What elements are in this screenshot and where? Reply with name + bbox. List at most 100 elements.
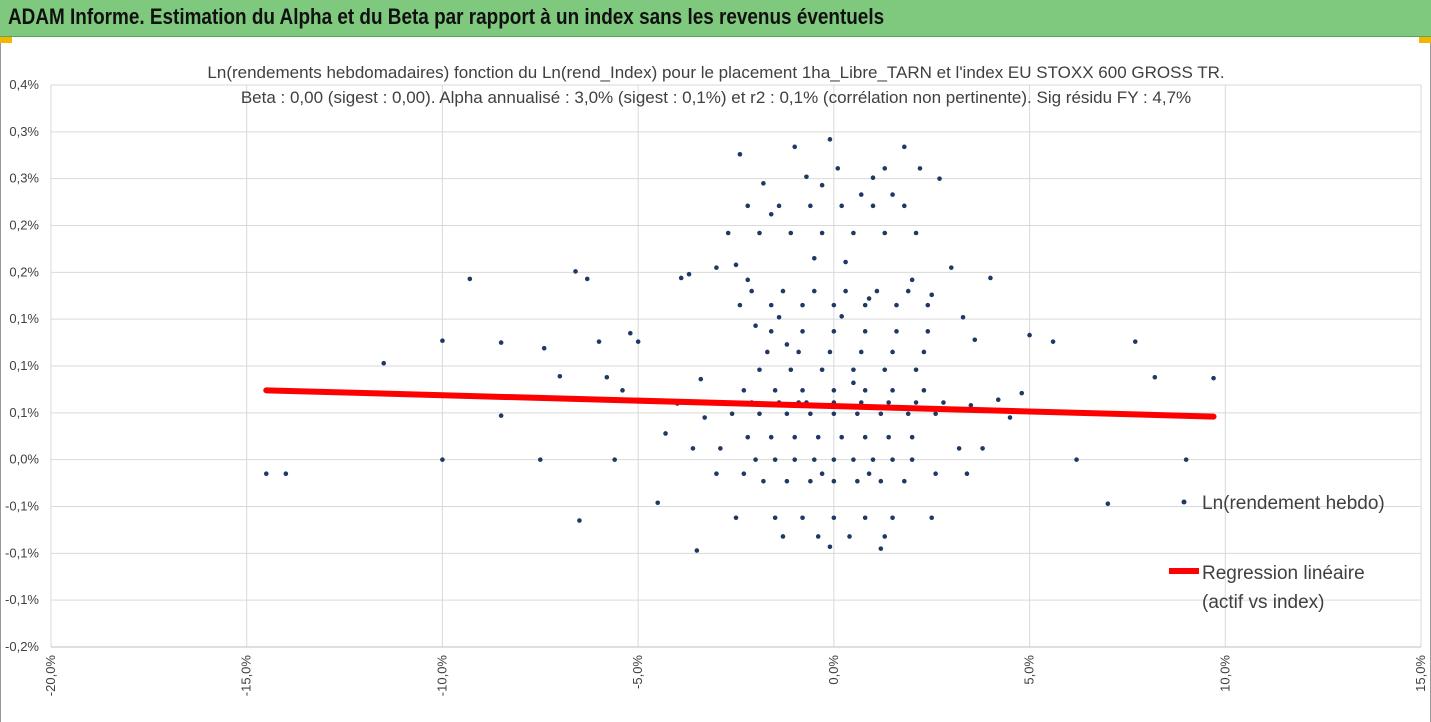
data-point — [741, 471, 747, 477]
data-point — [577, 518, 582, 523]
y-tick-label: 0,2% — [9, 218, 39, 233]
data-point — [851, 457, 856, 462]
data-point — [933, 471, 938, 477]
data-point — [902, 144, 907, 150]
data-point — [968, 403, 974, 408]
data-point — [882, 367, 888, 373]
data-point — [811, 457, 817, 462]
data-point — [815, 534, 821, 539]
data-point — [811, 288, 817, 294]
data-point — [843, 288, 848, 294]
data-point — [733, 515, 739, 521]
data-point — [800, 515, 805, 521]
data-point — [1132, 339, 1138, 344]
data-point — [1074, 457, 1079, 462]
data-point — [498, 413, 504, 418]
y-tick-label: 0,3% — [9, 124, 39, 139]
data-point — [768, 329, 774, 334]
data-point — [800, 388, 805, 393]
x-tick-label: 10,0% — [1217, 655, 1232, 692]
data-point — [851, 367, 856, 373]
data-point — [980, 446, 985, 451]
data-point — [827, 349, 833, 355]
data-point — [604, 374, 610, 380]
data-point — [772, 388, 778, 393]
data-point — [866, 296, 872, 301]
data-point — [757, 411, 762, 417]
data-point — [628, 330, 633, 336]
data-point — [792, 457, 798, 462]
data-point — [937, 176, 942, 181]
data-point — [890, 515, 895, 521]
data-point — [1152, 374, 1158, 380]
axis-layer: -0,2% -0,1% -0,1% -0,1% 0,0% 0,1% 0,1% 0,1% 0,2%… — [5, 77, 1428, 696]
data-point — [988, 275, 993, 281]
legend-regression-label-line2: (actif vs index) — [1202, 592, 1324, 613]
data-point — [819, 367, 825, 373]
data-point — [855, 411, 860, 417]
data-point — [768, 211, 774, 217]
data-point — [905, 411, 911, 417]
data-point — [831, 515, 837, 521]
data-point — [714, 471, 719, 477]
data-point — [956, 446, 962, 451]
y-tick-label: -0,2% — [5, 639, 39, 654]
data-point — [913, 400, 919, 405]
x-tick-label: -20,0% — [43, 655, 58, 697]
x-tick-label: 15,0% — [1413, 655, 1428, 692]
report-header: ADAM Informe. Estimation du Alpha et du … — [0, 0, 1431, 37]
data-point — [714, 265, 719, 270]
data-point — [573, 269, 578, 274]
data-point — [467, 276, 473, 282]
data-point — [784, 478, 790, 484]
data-point — [882, 230, 888, 236]
chart-frame: -0,2% -0,1% -0,1% -0,1% 0,0% 0,1% 0,1% 0,1% 0,2%… — [0, 43, 1431, 722]
data-point — [874, 288, 880, 294]
data-point — [972, 337, 978, 343]
x-tick-label: -10,0% — [434, 655, 449, 697]
data-point — [886, 434, 891, 440]
data-point — [933, 411, 938, 417]
data-point — [890, 388, 895, 393]
data-point — [745, 203, 751, 209]
data-point — [925, 329, 931, 334]
chart-title-line1: Ln(rendements hebdomadaires) fonction du… — [207, 63, 1224, 82]
data-point — [862, 515, 868, 521]
data-point — [862, 329, 868, 334]
data-point — [702, 415, 707, 420]
y-tick-label: -0,1% — [5, 592, 39, 607]
x-tick-label: -5,0% — [630, 655, 645, 689]
data-point — [831, 411, 837, 417]
chart-title-line2: Beta : 0,00 (sigest : 0,00). Alpha annua… — [241, 88, 1191, 107]
data-point — [729, 411, 735, 417]
data-point — [909, 457, 915, 462]
data-point — [1211, 375, 1216, 381]
data-point — [541, 345, 547, 351]
data-point — [772, 457, 778, 462]
data-point — [800, 302, 805, 308]
data-point — [839, 203, 844, 209]
data-point — [741, 388, 747, 393]
data-point — [878, 478, 884, 484]
data-point — [858, 349, 864, 355]
data-point — [858, 192, 864, 197]
data-point — [913, 230, 919, 236]
data-point — [870, 203, 876, 209]
data-point — [749, 288, 754, 294]
data-point — [784, 342, 790, 347]
data-point — [772, 515, 778, 521]
data-point — [886, 400, 891, 405]
data-point — [921, 349, 927, 355]
data-point — [753, 457, 758, 462]
data-point — [819, 230, 825, 236]
data-point — [745, 277, 751, 283]
data-point — [894, 302, 899, 308]
regression-layer — [263, 387, 1217, 420]
data-point — [792, 434, 798, 440]
data-point — [737, 152, 743, 157]
data-point — [831, 388, 837, 393]
data-point — [831, 478, 837, 484]
data-point — [917, 166, 923, 171]
data-point — [929, 292, 935, 298]
data-point — [765, 349, 770, 355]
